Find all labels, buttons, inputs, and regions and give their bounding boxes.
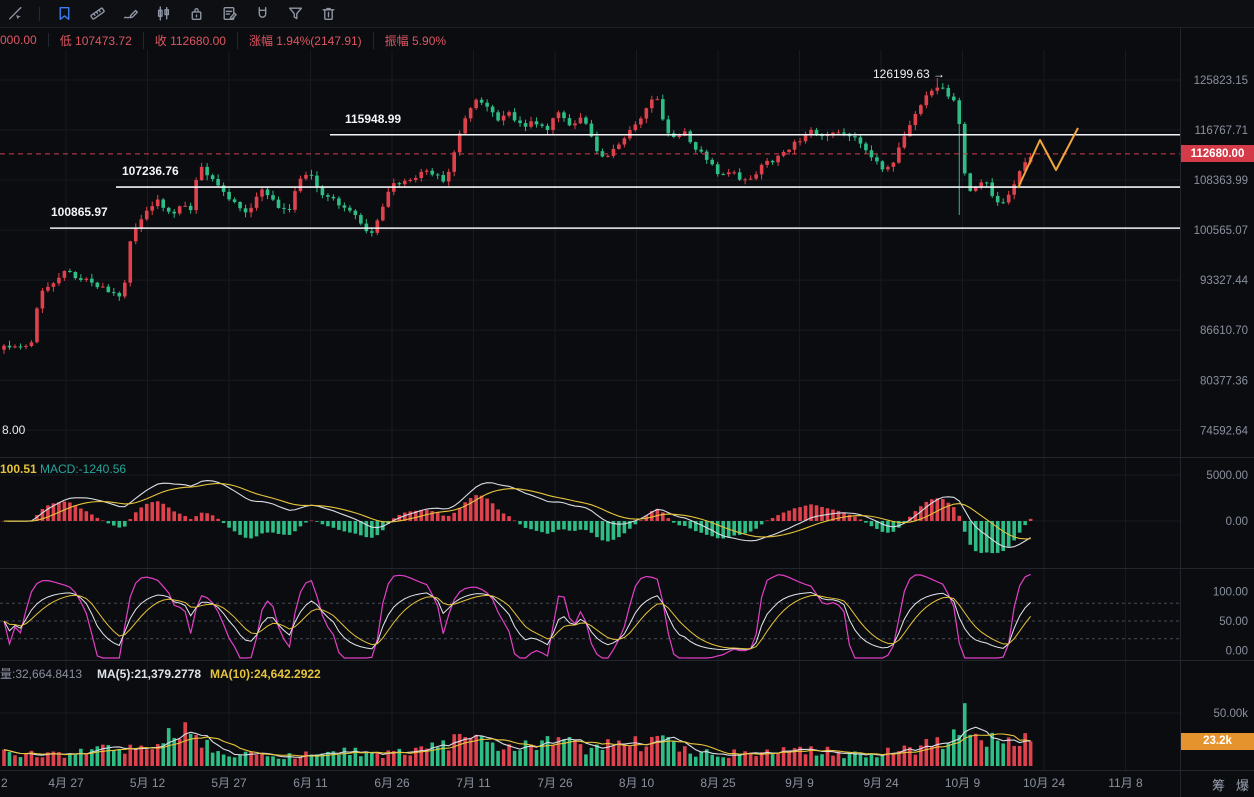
axis-label: 0.00 [1226, 516, 1248, 528]
axis-label: 5月 27 [211, 776, 247, 790]
axis-label: 6月 26 [374, 776, 410, 790]
axis-label: 6月 11 [293, 776, 328, 790]
grid-lines [0, 50, 1180, 770]
axis-label: 2 [1, 776, 8, 790]
edit-notes-icon[interactable] [219, 4, 239, 24]
axis-label: 116767.71 [1194, 125, 1248, 137]
info-amplitude: 振幅 5.90% [384, 33, 447, 48]
axis-label: 8月 10 [619, 776, 655, 790]
period-high-label: 126199.63 → [873, 67, 946, 81]
info-change: 涨幅 1.94%(2147.91) [249, 31, 374, 49]
liquidation-button[interactable]: 爆 [1236, 778, 1250, 793]
axis-label: 93327.44 [1200, 275, 1249, 287]
macd-dea-partial-label: 100.51 [0, 462, 37, 476]
chips-distribution-button[interactable]: 筹 [1212, 778, 1226, 793]
volume-ma5-label: MA(5):21,379.2778 [97, 667, 202, 681]
macd-indicator [2, 480, 1033, 554]
lock-icon[interactable] [186, 4, 206, 24]
drawing-toolbar [0, 0, 1254, 28]
magnet-icon[interactable] [252, 4, 272, 24]
axis-label: 100.00 [1213, 587, 1248, 599]
axis-label: 100565.07 [1194, 225, 1248, 237]
trash-icon[interactable] [318, 4, 338, 24]
pane-separators [0, 28, 1254, 797]
bookmark-icon[interactable] [54, 4, 74, 24]
ohlc-info-bar: 000.00 低 107473.72 收 112680.00 涨幅 1.94%(… [0, 31, 468, 49]
left-partial-price-label: 8.00 [2, 423, 26, 437]
resistance-line-label[interactable]: 115948.99 [345, 111, 402, 126]
current-volume-badge: 23.2k [1181, 732, 1254, 750]
toolbar-separator [39, 6, 40, 21]
axis-label: 7月 26 [537, 776, 573, 790]
axis-label: 9月 9 [785, 776, 814, 790]
candlestick-series [2, 78, 1033, 354]
axis-label: 5月 12 [130, 776, 166, 790]
pencil-draw-icon[interactable] [120, 4, 140, 24]
horizontal-line-drawings[interactable] [50, 133, 1180, 229]
axis-label: 5000.00 [1206, 470, 1248, 482]
volume-ma10-label: MA(10):24,642.2922 [210, 667, 321, 681]
axis-label: 0.00 [1226, 646, 1248, 658]
ruler-icon[interactable] [87, 4, 107, 24]
axis-label: 108363.99 [1194, 175, 1248, 187]
axis-label: 10月 9 [945, 776, 981, 790]
crosshair-trendline-icon[interactable] [5, 4, 25, 24]
zigzag-projection-drawing[interactable] [1017, 127, 1079, 189]
axis-label: 10月 24 [1023, 776, 1065, 790]
current-price-badge: 112680.00 [1181, 145, 1254, 163]
axis-labels: 125823.15 116767.71 108363.99 100565.07 9332… [1, 75, 1249, 790]
axis-label: 74592.64 [1200, 425, 1249, 437]
axis-label: 50.00 [1219, 616, 1248, 628]
axis-label: 80377.36 [1200, 375, 1248, 387]
axis-label: 4月 27 [48, 776, 84, 790]
axis-label: 11月 8 [1108, 776, 1143, 790]
info-close: 收 112680.00 [155, 31, 238, 49]
support-line-label[interactable]: 100865.97 [51, 205, 108, 220]
volume-series [2, 703, 1033, 766]
support-line-label[interactable]: 107236.76 [122, 164, 179, 179]
axis-label: 8月 25 [700, 776, 736, 790]
axis-label: 50.00k [1213, 708, 1248, 720]
info-high-partial: 000.00 [0, 33, 49, 47]
candlestick-style-icon[interactable] [153, 4, 173, 24]
axis-label: 7月 11 [456, 776, 491, 790]
info-low: 低 107473.72 [60, 31, 144, 49]
volume-value-label: 量:32,664.8413 [0, 667, 83, 681]
macd-value-label: MACD:-1240.56 [40, 462, 127, 476]
kdj-indicator [3, 573, 1032, 659]
axis-label: 125823.15 [1194, 75, 1248, 87]
axis-label: 86610.70 [1200, 325, 1248, 337]
axis-label: 9月 24 [863, 776, 899, 790]
filter-icon[interactable] [285, 4, 305, 24]
